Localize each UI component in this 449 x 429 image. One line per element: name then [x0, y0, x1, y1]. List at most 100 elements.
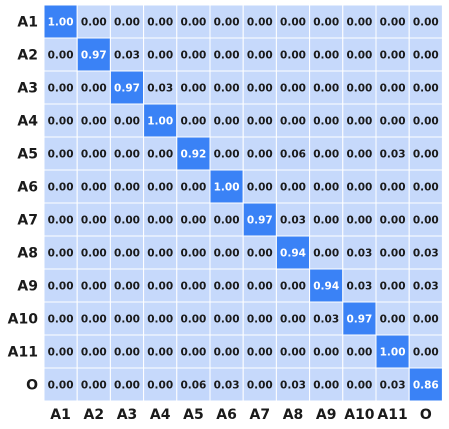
cell-value-label: 0.86: [413, 380, 439, 392]
x-tick-label: A7: [250, 407, 271, 423]
cell-value-label: 0.00: [180, 281, 206, 293]
cell-value-label: 0.00: [346, 17, 372, 29]
heatmap-cell: [342, 202, 377, 237]
heatmap-cell: [109, 334, 145, 369]
cell-value-label: 0.00: [214, 215, 240, 227]
cell-value-label: 0.00: [214, 149, 240, 161]
cell-value-label: 0.00: [380, 314, 406, 326]
heatmap-cell: [408, 235, 443, 270]
heatmap-cell: [242, 202, 277, 237]
heatmap-cell: [43, 268, 78, 303]
heatmap-cell: [109, 70, 145, 105]
cell-value-label: 0.00: [413, 215, 439, 227]
cell-value-label: 0.03: [214, 380, 240, 392]
heatmap-cell: [176, 202, 211, 237]
x-tick-label: A9: [316, 407, 337, 423]
heatmap-cell: [408, 37, 443, 72]
heatmap-cell: [76, 37, 111, 72]
cell-value-label: 0.00: [114, 248, 140, 260]
cell-value-label: 0.00: [280, 83, 306, 95]
heatmap-cell: [209, 169, 244, 204]
cell-value-label: 0.03: [147, 83, 173, 95]
cell-value-label: 0.00: [48, 248, 74, 260]
heatmap-cell: [375, 103, 410, 138]
heatmap-cell: [342, 103, 377, 138]
heatmap-cell: [76, 202, 111, 237]
x-axis-tick-labels: A1 A2 A3 A4 A5 A6 A7 A8 A9 A10 A11 O: [50, 407, 432, 423]
heatmap-cell: [242, 334, 277, 369]
cell-value-label: 0.00: [214, 50, 240, 62]
cell-value-label: 0.00: [380, 50, 406, 62]
cell-value-label: 0.00: [247, 380, 273, 392]
heatmap-cell: [76, 136, 111, 171]
cell-value-label: 0.00: [48, 314, 74, 326]
heatmap-cell: [242, 169, 277, 204]
cell-value-label: 0.00: [380, 116, 406, 128]
cell-value-label: 0.00: [247, 281, 273, 293]
cell-value-label: 0.03: [346, 281, 372, 293]
cell-value-label: 0.00: [81, 248, 107, 260]
heatmap-cell: [275, 301, 311, 336]
cell-value-label: 0.00: [48, 83, 74, 95]
cell-value-label: 0.00: [81, 116, 107, 128]
cell-value-label: 0.00: [280, 182, 306, 194]
y-tick-label: A5: [17, 147, 38, 163]
heatmap-cell: [375, 301, 410, 336]
cell-value-label: 0.00: [313, 83, 339, 95]
heatmap-cell: [209, 202, 244, 237]
heatmap-cell: [76, 367, 111, 402]
cell-value-label: 0.00: [280, 347, 306, 359]
cell-value-label: 0.03: [313, 314, 339, 326]
cell-value-label: 0.00: [280, 116, 306, 128]
cell-value-label: 0.00: [346, 182, 372, 194]
cell-value-label: 0.00: [114, 281, 140, 293]
heatmap-cell: [242, 70, 277, 105]
cell-value-label: 0.00: [81, 380, 107, 392]
heatmap-cell: [275, 334, 311, 369]
x-tick-label: A8: [283, 407, 304, 423]
cell-value-label: 0.00: [313, 116, 339, 128]
cell-value-label: 0.03: [280, 215, 306, 227]
cell-value-label: 0.00: [180, 314, 206, 326]
cell-value-label: 0.00: [114, 215, 140, 227]
cell-value-label: 0.00: [346, 380, 372, 392]
heatmap-cell: [375, 136, 410, 171]
cell-value-label: 0.00: [413, 314, 439, 326]
cell-value-label: 0.00: [81, 281, 107, 293]
cell-value-label: 0.00: [313, 380, 339, 392]
heatmap-cell: [275, 268, 311, 303]
heatmap-cell: [342, 367, 377, 402]
cell-value-label: 0.03: [346, 248, 372, 260]
cell-value-label: 0.00: [413, 50, 439, 62]
cell-value-label: 0.00: [48, 182, 74, 194]
cell-value-label: 0.00: [346, 347, 372, 359]
cell-value-label: 0.00: [380, 182, 406, 194]
heatmap-cell: [76, 268, 111, 303]
heatmap-cell: [309, 103, 344, 138]
heatmap-cell: [309, 169, 344, 204]
cell-value-label: 0.00: [346, 50, 372, 62]
cell-value-label: 0.00: [81, 347, 107, 359]
y-tick-label: A8: [17, 246, 38, 262]
heatmap-cell: [43, 136, 78, 171]
cell-value-label: 0.00: [313, 17, 339, 29]
cell-value-label: 0.00: [313, 248, 339, 260]
y-tick-label: A1: [17, 15, 38, 31]
cell-value-label: 0.00: [48, 347, 74, 359]
heatmap-cell: [408, 4, 443, 39]
heatmap-cell: [375, 334, 410, 369]
heatmap-cell: [176, 37, 211, 72]
cell-value-label: 0.00: [48, 281, 74, 293]
cell-value-label: 0.00: [380, 17, 406, 29]
cell-value-label: 0.00: [147, 248, 173, 260]
cell-value-label: 0.00: [280, 50, 306, 62]
heatmap-cell: [209, 268, 244, 303]
cell-value-label: 0.06: [280, 149, 306, 161]
cell-value-label: 0.00: [247, 347, 273, 359]
heatmap-cell: [408, 334, 443, 369]
cell-value-label: 0.00: [313, 215, 339, 227]
heatmap-cells: 1.00 0.00 0.00 0.00 0.00 0.00 0.00 0.00 0.00 0.00…: [43, 4, 443, 402]
y-tick-label: A3: [17, 81, 38, 97]
heatmap-cell: [275, 4, 311, 39]
